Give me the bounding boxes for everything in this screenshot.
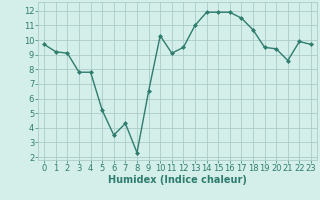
X-axis label: Humidex (Indice chaleur): Humidex (Indice chaleur): [108, 175, 247, 185]
